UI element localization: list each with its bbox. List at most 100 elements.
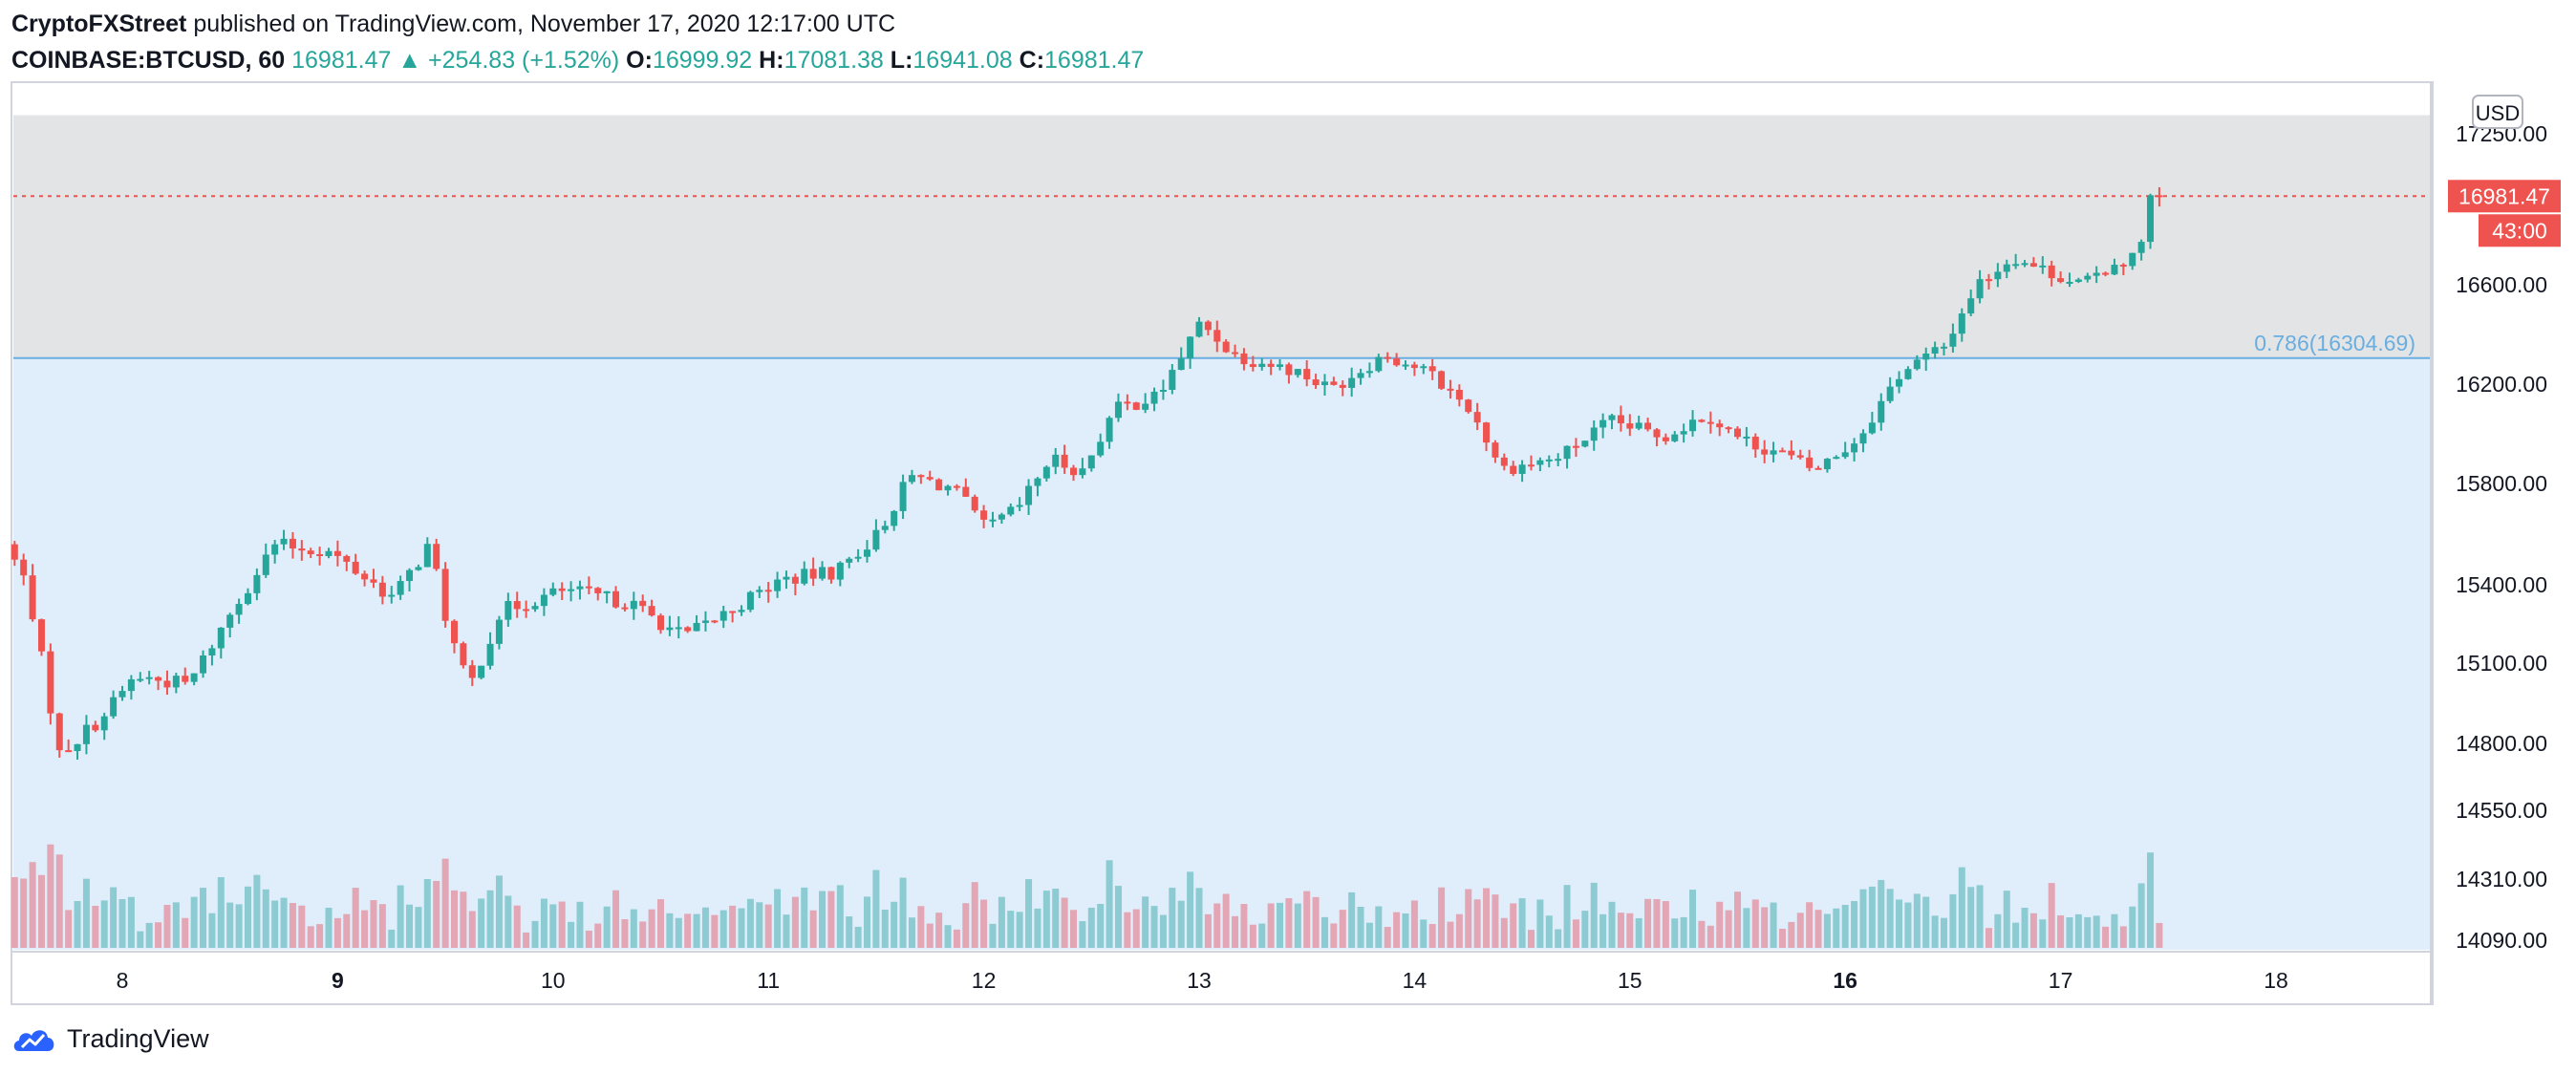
candle-body (1177, 358, 1185, 371)
volume-bar (1841, 904, 1849, 948)
volume-bar (1635, 917, 1642, 948)
candle-body (137, 678, 144, 681)
candle-body (2074, 279, 2082, 283)
price-axis[interactable]: 17250.0016600.0016200.0015800.0015400.00… (2456, 121, 2547, 953)
candle-body (1590, 427, 1598, 441)
candle-body (2102, 272, 2110, 275)
candle-body (998, 514, 1005, 520)
volume-bar (1788, 921, 1795, 948)
open-value: 16999.92 (652, 47, 753, 74)
candle-body (989, 519, 997, 522)
candle-body (1671, 434, 1679, 441)
candle-body (576, 586, 584, 590)
candle-body (2066, 282, 2073, 285)
high-label: H: (759, 47, 784, 74)
candle-body (37, 619, 45, 652)
volume-bar (738, 908, 745, 948)
currency-badge[interactable]: USD (2472, 95, 2523, 129)
volume-bar (630, 909, 637, 948)
candle-body (262, 554, 269, 575)
volume-bar (719, 910, 727, 948)
candle-body (307, 550, 314, 554)
volume-bar (1716, 901, 1724, 948)
candle-body (1599, 419, 1607, 428)
volume-bar (531, 920, 539, 948)
candle-body (1070, 467, 1078, 476)
candle-body (1303, 369, 1311, 380)
candle-body (1626, 423, 1634, 429)
volume-bar (1518, 898, 1526, 948)
candle-body (1285, 364, 1293, 376)
volume-bar (764, 904, 772, 948)
candle-body (1025, 485, 1033, 505)
candle-body (1814, 467, 1822, 470)
candle-body (891, 510, 898, 526)
volume-bar (523, 932, 530, 948)
volume-bar (819, 891, 826, 948)
tradingview-text: TradingView (67, 1023, 209, 1053)
time-tick-label: 18 (2264, 968, 2288, 993)
candle-body (1698, 419, 1706, 422)
candle-body (1680, 431, 1687, 435)
symbol-label[interactable]: COINBASE:BTCUSD, 60 (11, 47, 286, 74)
volume-bar (1365, 922, 1373, 948)
candle-body (244, 592, 251, 605)
volume-bar (791, 896, 799, 948)
candle-body (1563, 445, 1571, 460)
volume-bar (603, 906, 611, 948)
volume-bar (899, 877, 907, 948)
candle-body (944, 485, 952, 491)
tradingview-logo[interactable]: TradingView (11, 1022, 209, 1055)
volume-bars (11, 844, 2163, 948)
candle-body (361, 573, 369, 580)
candle-body (1061, 454, 1068, 468)
candle-body (289, 538, 296, 549)
volume-bar (504, 895, 512, 948)
volume-bar (2066, 917, 2073, 948)
time-axis[interactable]: 8 9 10 11 12 13 14 15 16 17 18 (117, 968, 2288, 993)
volume-bar (1545, 915, 1553, 948)
volume-bar (1492, 894, 1499, 948)
volume-bar (11, 876, 18, 948)
volume-bar (200, 888, 207, 948)
lower-zone (13, 357, 2431, 950)
candle-body (791, 576, 799, 584)
published-info: published on TradingView.com, November 1… (193, 11, 896, 37)
candle-body (1348, 377, 1356, 388)
volume-bar (1572, 919, 1579, 948)
publish-line: CryptoFXStreet published on TradingView.… (11, 8, 1144, 40)
candle-body (1716, 423, 1724, 428)
candle-body (1913, 359, 1921, 370)
candle-body (1114, 401, 1122, 419)
candle-body (657, 615, 664, 631)
candle-body (2057, 278, 2065, 283)
candle-body (486, 643, 494, 666)
candle-body (495, 619, 503, 644)
candle-body (182, 676, 189, 682)
volume-bar (415, 907, 422, 948)
volume-bar (1204, 913, 1212, 948)
volume-bar (388, 929, 396, 948)
candle-body (110, 697, 118, 717)
time-tick-label: 14 (1403, 968, 1428, 993)
candle-body (1823, 459, 1831, 470)
close-label: C: (1019, 47, 1045, 74)
candle-body (809, 569, 817, 579)
volume-bar (82, 878, 90, 948)
volume-bar (953, 929, 960, 948)
last-price-badge: 16981.47 43:00 (2448, 180, 2561, 247)
volume-bar (441, 858, 449, 948)
volume-bar (92, 906, 99, 948)
candle-body (1778, 450, 1786, 453)
author-name[interactable]: CryptoFXStreet (11, 11, 187, 37)
candle-body (1473, 412, 1481, 423)
candle-body (504, 601, 512, 620)
volume-bar (1896, 899, 1903, 948)
volume-bar (20, 878, 28, 948)
volume-bar (1985, 928, 1992, 948)
candle-body (1034, 478, 1041, 486)
volume-bar (962, 903, 970, 948)
candle-body (1707, 421, 1714, 424)
volume-bar (478, 898, 485, 948)
